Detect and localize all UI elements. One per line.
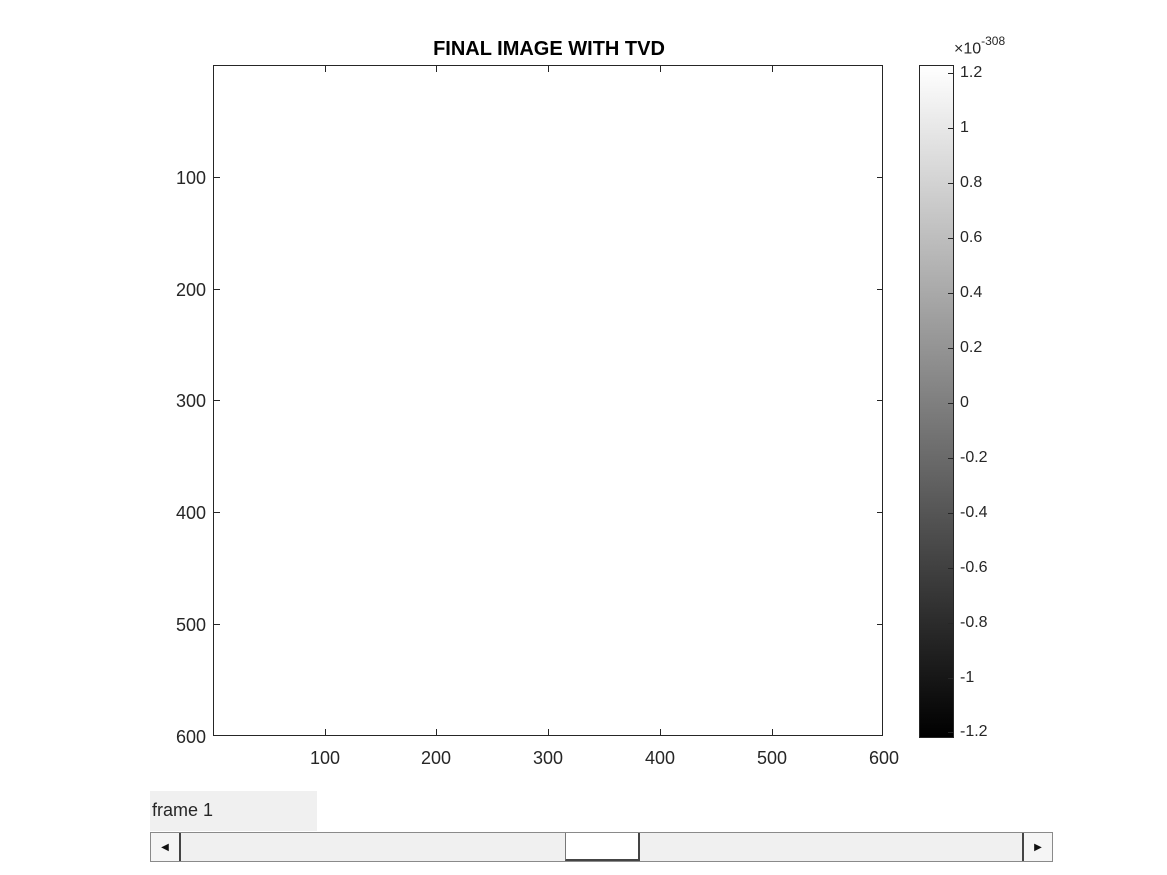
frame-label: frame 1 <box>150 791 317 831</box>
x-tick-mark <box>325 729 326 735</box>
y-tick-label: 400 <box>175 503 206 523</box>
y-tick-mark <box>877 512 883 513</box>
colorbar-tick-mark <box>948 238 954 239</box>
x-tick-mark <box>548 66 549 72</box>
colorbar-tick-label: 0.8 <box>960 174 983 191</box>
colorbar-tick-label: 1 <box>960 119 969 136</box>
colorbar-multiplier: ×10 <box>954 40 982 58</box>
colorbar-tick-mark <box>948 732 954 733</box>
colorbar-tick-label: -1.2 <box>960 723 988 740</box>
colorbar-tick-mark <box>948 348 954 349</box>
slider-thumb[interactable] <box>565 833 640 861</box>
x-tick-mark <box>436 66 437 72</box>
colorbar-exponent-value: -308 <box>981 34 1006 48</box>
y-tick-mark <box>214 400 220 401</box>
colorbar-tick-mark <box>948 403 954 404</box>
colorbar-tick-label: -0.4 <box>960 504 988 521</box>
colorbar <box>919 65 954 738</box>
x-tick-mark <box>772 66 773 72</box>
y-tick-label: 500 <box>175 615 206 635</box>
colorbar-tick-mark <box>948 128 954 129</box>
colorbar-tick-mark <box>948 293 954 294</box>
colorbar-tick-label: -0.2 <box>960 449 988 466</box>
colorbar-tick-mark <box>948 623 954 624</box>
x-tick-mark <box>772 729 773 735</box>
colorbar-tick-label: 1.2 <box>960 64 983 81</box>
image-axes <box>213 65 883 736</box>
colorbar-tick-label: 0.6 <box>960 229 983 246</box>
y-tick-mark <box>214 512 220 513</box>
y-tick-mark <box>877 177 883 178</box>
y-tick-mark <box>214 177 220 178</box>
colorbar-tick-label: 0.2 <box>960 339 983 356</box>
y-tick-mark <box>877 624 883 625</box>
colorbar-tick-label: -0.8 <box>960 614 988 631</box>
colorbar-tick-mark <box>948 183 954 184</box>
x-tick-label: 400 <box>644 748 676 768</box>
x-tick-mark <box>660 66 661 72</box>
colorbar-tick-mark <box>948 568 954 569</box>
x-tick-label: 500 <box>756 748 788 768</box>
colorbar-tick-mark <box>948 678 954 679</box>
x-tick-label: 200 <box>420 748 452 768</box>
figure-title: FINAL IMAGE WITH TVD <box>433 38 665 60</box>
x-tick-label: 100 <box>309 748 341 768</box>
y-tick-mark <box>214 624 220 625</box>
slider-left-button[interactable]: ◀ <box>151 833 181 861</box>
colorbar-tick-mark <box>948 513 954 514</box>
y-tick-label: 300 <box>175 391 206 411</box>
x-tick-mark <box>660 729 661 735</box>
colorbar-tick-label: 0.4 <box>960 284 983 301</box>
colorbar-tick-label: -1 <box>960 669 975 686</box>
colorbar-exponent: ×10-308 <box>954 34 1006 58</box>
colorbar-tick-label: 0 <box>960 394 969 411</box>
y-tick-mark <box>877 400 883 401</box>
x-tick-mark <box>436 729 437 735</box>
colorbar-tick-mark <box>948 458 954 459</box>
x-tick-label: 300 <box>532 748 564 768</box>
y-tick-mark <box>214 289 220 290</box>
x-tick-mark <box>548 729 549 735</box>
y-tick-label: 600 <box>175 727 206 747</box>
colorbar-tick-label: -0.6 <box>960 559 988 576</box>
x-tick-label: 600 <box>868 748 900 768</box>
slider-right-button[interactable]: ▶ <box>1022 833 1052 861</box>
x-tick-mark <box>325 66 326 72</box>
colorbar-tick-mark <box>948 73 954 74</box>
y-tick-label: 100 <box>175 168 206 188</box>
arrow-right-icon: ▶ <box>1034 841 1042 853</box>
y-tick-label: 200 <box>175 280 206 300</box>
frame-slider[interactable]: ◀ ▶ <box>150 832 1053 862</box>
y-tick-mark <box>877 289 883 290</box>
arrow-left-icon: ◀ <box>161 841 169 853</box>
